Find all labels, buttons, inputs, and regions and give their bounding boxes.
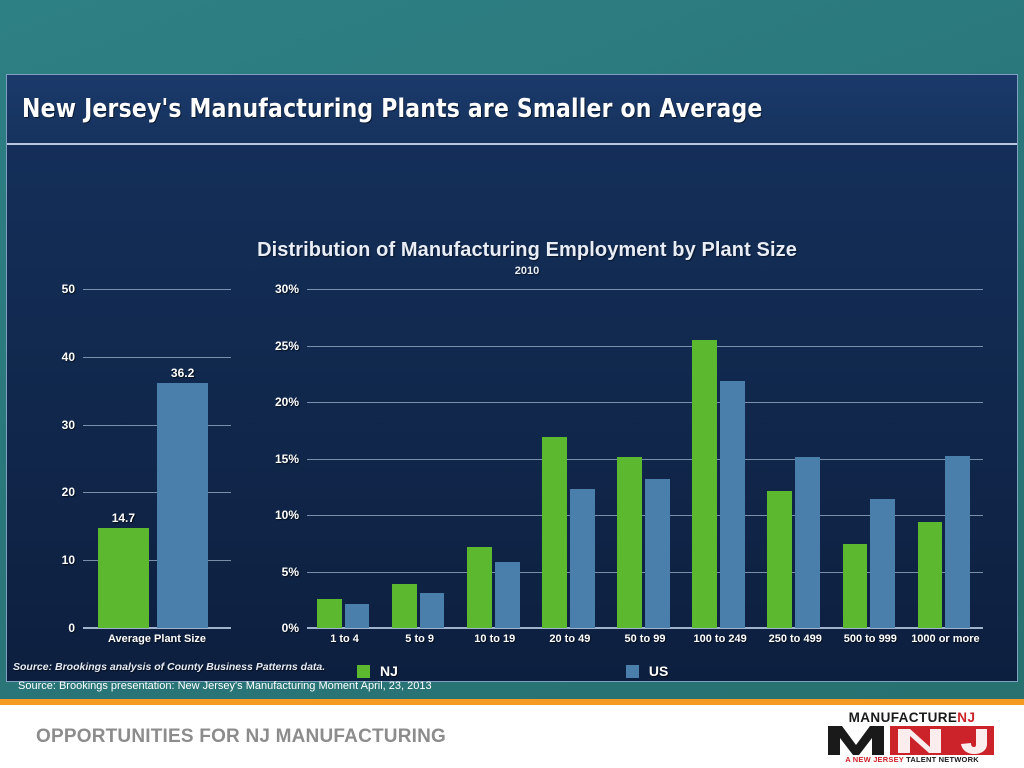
gridline xyxy=(307,289,983,290)
x-axis-tick-label: 1 to 4 xyxy=(330,633,359,645)
chart-area: Distribution of Manufacturing Employment… xyxy=(7,145,1017,681)
logo-tagline-red: A NEW JERSEY xyxy=(845,755,904,764)
slide-source-note: Source: Brookings presentation: New Jers… xyxy=(18,680,432,692)
x-axis-tick-label: 250 to 499 xyxy=(768,633,822,645)
bar-us xyxy=(720,380,745,628)
slide-header: New Jersey's Manufacturing Plants are Sm… xyxy=(7,75,1017,145)
legend-item-nj: NJ xyxy=(357,663,398,679)
x-axis-tick-label: 100 to 249 xyxy=(693,633,747,645)
bar-value-label: 14.7 xyxy=(111,511,136,526)
logo-word-black: MANUFACTURE xyxy=(848,709,958,725)
y-axis-tick-label: 30% xyxy=(274,282,299,296)
bar-nj xyxy=(391,583,417,628)
x-axis-tick-label: Average Plant Size xyxy=(107,633,207,645)
bar-us: 36.2 xyxy=(157,366,209,628)
gridline xyxy=(83,289,231,290)
accent-rule xyxy=(0,699,1024,705)
bar-nj xyxy=(917,521,943,628)
legend-label-nj: NJ xyxy=(380,663,398,679)
legend-swatch-nj-icon xyxy=(357,664,370,678)
x-axis-tick-label: 10 to 19 xyxy=(474,633,516,645)
bar-us xyxy=(945,456,971,628)
y-axis-tick-label: 40 xyxy=(61,349,75,364)
y-axis-tick-label: 10% xyxy=(274,508,299,522)
legend-label-us: US xyxy=(648,663,669,679)
gridline xyxy=(83,628,231,629)
gridline xyxy=(307,402,983,403)
slide-footer: OPPORTUNITIES FOR NJ MANUFACTURING xyxy=(0,705,1024,768)
bar-us xyxy=(344,604,370,628)
legend-item-us: US xyxy=(625,663,669,679)
gridline xyxy=(307,628,983,629)
bar-nj xyxy=(466,546,492,628)
bar-nj xyxy=(617,457,642,628)
y-axis-tick-label: 5% xyxy=(281,564,299,579)
y-axis-tick-label: 15% xyxy=(274,451,299,466)
y-axis-tick-label: 0% xyxy=(281,621,299,635)
legend-swatch-us-icon xyxy=(625,664,639,678)
x-axis-tick-label: 20 to 49 xyxy=(549,633,591,645)
bar-nj xyxy=(542,437,567,628)
y-axis-tick-label: 25% xyxy=(274,338,299,353)
slide-panel: New Jersey's Manufacturing Plants are Sm… xyxy=(6,74,1018,682)
chart-source-note: Source: Brookings analysis of County Bus… xyxy=(13,661,326,673)
x-axis-tick-label: 500 to 999 xyxy=(843,633,897,645)
bar-nj xyxy=(316,598,342,628)
chart-legend: NJ US xyxy=(307,663,747,679)
bar-nj xyxy=(692,339,718,628)
logo-tagline-black: TALENT NETWORK xyxy=(906,755,979,764)
bar-us xyxy=(645,478,670,628)
x-axis-tick-label: 1000 or more xyxy=(911,633,980,645)
page-title: New Jersey's Manufacturing Plants are Sm… xyxy=(22,94,763,124)
gridline xyxy=(307,345,983,347)
logo-tagline: A NEW JERSEY TALENT NETWORK xyxy=(845,756,979,764)
distribution-chart: 0% 5% 10% 15% 20% 25% 30% 1 to 4 5 to 9 10 to 19 2… xyxy=(275,282,983,645)
bar-nj xyxy=(842,544,868,628)
logo-monogram-icon xyxy=(826,725,998,755)
y-axis-tick-label: 0 xyxy=(68,621,75,635)
y-axis-tick-label: 30 xyxy=(61,417,75,432)
x-axis-tick-label: 50 to 99 xyxy=(624,633,666,645)
gridline xyxy=(83,356,231,358)
y-axis-tick-label: 20 xyxy=(61,485,75,500)
y-axis-tick-label: 10 xyxy=(61,553,75,568)
bar-us xyxy=(795,457,820,628)
footer-title: OPPORTUNITIES FOR NJ MANUFACTURING xyxy=(36,725,447,747)
manufacture-nj-logo: MANUFACTURENJ A NEW JERSEY TALENT NETWOR… xyxy=(814,708,1010,766)
y-axis-tick-label: 50 xyxy=(61,282,75,296)
bar-us xyxy=(870,499,896,628)
bar-us xyxy=(569,489,595,628)
bar-value-label: 36.2 xyxy=(170,365,195,380)
x-axis-tick-label: 5 to 9 xyxy=(405,633,435,645)
logo-wordmark: MANUFACTURENJ xyxy=(848,709,976,725)
bar-nj xyxy=(767,491,793,628)
y-axis-tick-label: 20% xyxy=(274,395,299,409)
logo-word-red: NJ xyxy=(957,709,976,725)
chart-subtitle: 2010 xyxy=(514,265,540,277)
average-plant-size-chart: 0 10 20 30 40 50 14.7 36.2 Average Plant Size xyxy=(62,282,231,645)
bar-us xyxy=(494,562,520,628)
bar-nj: 14.7 xyxy=(97,511,149,628)
bar-us xyxy=(419,592,445,628)
chart-title: Distribution of Manufacturing Employment… xyxy=(257,239,797,261)
gridline xyxy=(307,458,983,460)
